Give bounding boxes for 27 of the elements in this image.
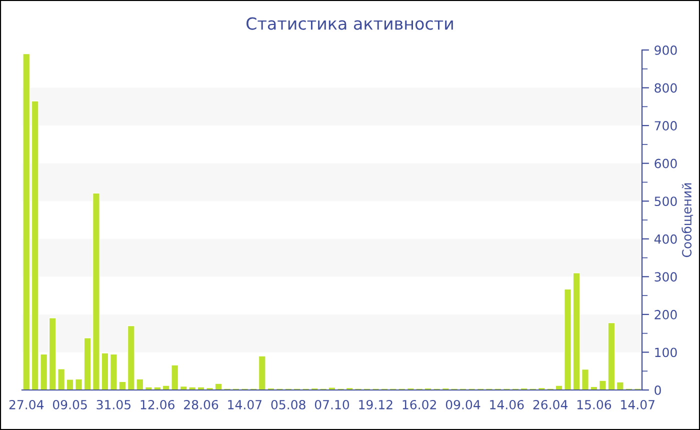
- y-axis-title: Сообщений: [682, 183, 694, 258]
- x-tick-label: 19.12: [359, 400, 392, 410]
- y-tick-label: 600: [654, 158, 677, 168]
- x-tick-label: 27.04: [9, 400, 44, 410]
- chart-title: Статистика активности: [246, 17, 453, 30]
- y-tick-label: 700: [654, 121, 677, 130]
- x-tick-label: 26.04: [533, 400, 568, 410]
- y-tick-label: 500: [654, 196, 677, 206]
- x-tick-label: 09.05: [52, 400, 87, 410]
- y-tick-label: 300: [654, 272, 677, 282]
- y-tick-label: 900: [654, 45, 677, 55]
- x-tick-label: 16.02: [402, 400, 436, 410]
- y-tick-label: 800: [654, 83, 677, 93]
- y-tick-label: 100: [655, 348, 677, 358]
- x-tick-label: 14.07: [621, 400, 654, 410]
- x-tick-label: 14.07: [228, 400, 262, 410]
- x-tick-label: 09.04: [446, 400, 480, 410]
- x-tick-label: 14.06: [490, 400, 524, 410]
- x-tick-label: 31.05: [96, 400, 130, 410]
- x-tick-label: 05.08: [271, 400, 306, 410]
- x-tick-label: 12.06: [140, 400, 174, 410]
- y-tick-label: 400: [654, 234, 677, 244]
- x-tick-label: 28.06: [184, 400, 218, 410]
- y-tick-label: 0: [654, 385, 661, 395]
- x-tick-label: 15.06: [577, 400, 612, 410]
- y-tick-label: 200: [654, 310, 677, 320]
- x-tick-label: 07.10: [314, 400, 350, 410]
